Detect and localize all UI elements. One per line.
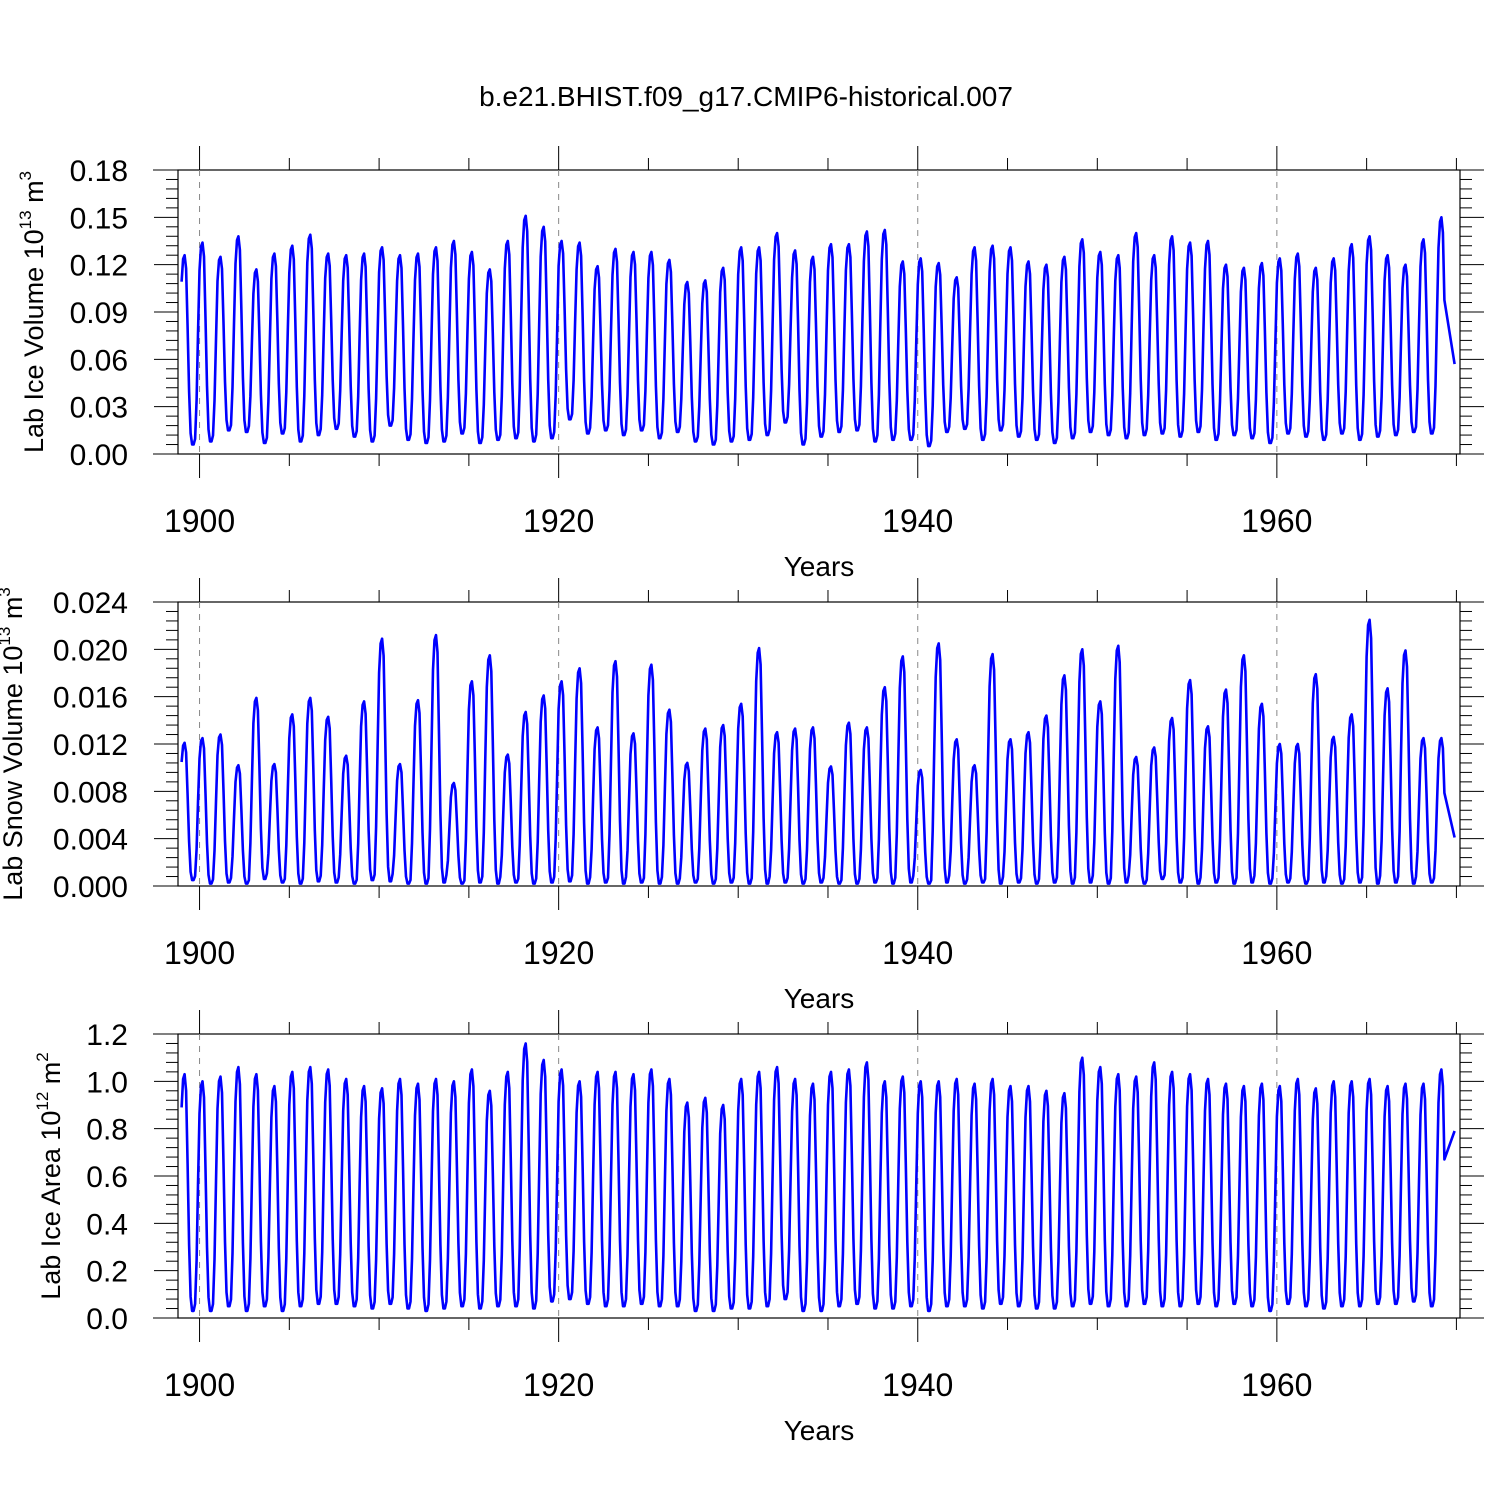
y-tick-label: 0.03 (70, 392, 128, 425)
y-axis-label: Lab Ice Area 1012 m2 (33, 1052, 66, 1300)
y-tick-label: 0.024 (53, 587, 128, 620)
x-axis-label: Years (784, 983, 855, 1014)
x-tick-label: 1900 (164, 503, 235, 539)
y-tick-label: 0.8 (86, 1114, 128, 1147)
panel-ice-area: 0.0 0.2 0.4 0.6 0.8 1.0 1.2 1900 1920 1940 1960 Yea… (33, 1010, 1484, 1446)
y-tick-label: 0.012 (53, 729, 128, 762)
y-axis-label-exponent: 13 (0, 627, 14, 646)
y-tick-label: 0.008 (53, 776, 128, 809)
y-tick-label: 0.4 (86, 1208, 128, 1241)
y-axis-label-text: Lab Ice Volume 10 (19, 229, 49, 453)
x-tick-label: 1960 (1241, 1367, 1312, 1403)
y-axis-label-text: Lab Ice Area 10 (36, 1111, 66, 1300)
x-tick-label: 1940 (882, 1367, 953, 1403)
series-line-ice-area (180, 1042, 1456, 1313)
x-axis-label: Years (784, 551, 855, 582)
series-line-snow-volume (180, 618, 1456, 885)
x-tick-label: 1920 (523, 1367, 594, 1403)
y-axis-label-unit-exponent: 2 (33, 1052, 52, 1061)
x-tick-label: 1900 (164, 1367, 235, 1403)
panel-ice-volume: 0.00 0.03 0.06 0.09 0.12 0.15 0.18 1900 1920 1940… (16, 146, 1484, 582)
panel-snow-volume: 0.000 0.004 0.008 0.012 0.016 0.020 0.024 1900 1… (0, 578, 1484, 1014)
x-tick-label: 1940 (882, 935, 953, 971)
y-tick-label: 0.000 (53, 871, 128, 904)
y-tick-label: 0.00 (70, 439, 128, 472)
y-axis-label-exponent: 13 (16, 210, 35, 229)
y-tick-label: 1.0 (86, 1066, 128, 1099)
series-line-ice-volume (180, 214, 1456, 448)
y-tick-label: 0.18 (70, 155, 128, 188)
x-tick-label: 1940 (882, 503, 953, 539)
y-axis-label: Lab Snow Volume 1013 m3 (0, 587, 28, 901)
x-tick-label: 1960 (1241, 503, 1312, 539)
y-tick-label: 1.2 (86, 1019, 128, 1052)
y-axis-label-exponent: 12 (33, 1092, 52, 1111)
y-tick-label: 0.2 (86, 1256, 128, 1289)
y-tick-label: 0.09 (70, 297, 128, 330)
y-axis-label-unit-exponent: 3 (0, 587, 14, 596)
y-axis-label-unit: m (36, 1062, 66, 1092)
y-axis-label-unit: m (19, 180, 49, 210)
y-tick-label: 0.06 (70, 344, 128, 377)
x-tick-label: 1920 (523, 935, 594, 971)
y-tick-label: 0.0 (86, 1303, 128, 1336)
y-axis-label-unit-exponent: 3 (16, 171, 35, 180)
y-tick-label: 0.15 (70, 202, 128, 235)
y-tick-label: 0.6 (86, 1161, 128, 1194)
y-tick-label: 0.020 (53, 634, 128, 667)
y-tick-label: 0.004 (53, 824, 128, 857)
x-tick-label: 1920 (523, 503, 594, 539)
x-axis-label: Years (784, 1415, 855, 1446)
figure-title: b.e21.BHIST.f09_g17.CMIP6-historical.007 (479, 81, 1013, 112)
y-tick-label: 0.12 (70, 250, 128, 283)
y-axis-label: Lab Ice Volume 1013 m3 (16, 171, 49, 453)
x-tick-label: 1900 (164, 935, 235, 971)
y-tick-label: 0.016 (53, 682, 128, 715)
y-axis-label-unit: m (0, 597, 28, 627)
x-tick-label: 1960 (1241, 935, 1312, 971)
y-axis-label-text: Lab Snow Volume 10 (0, 646, 28, 901)
